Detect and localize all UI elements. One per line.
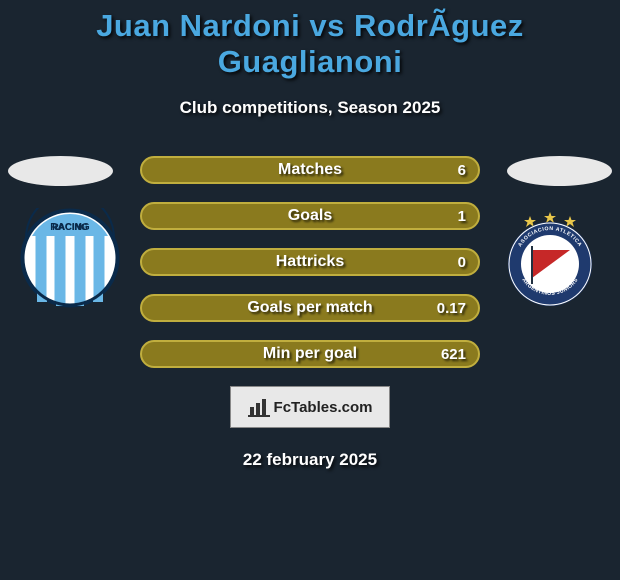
comparison-card: Juan Nardoni vs RodrÃ­guez Guaglianoni C…: [0, 0, 620, 580]
stat-row-matches: Matches 6: [140, 156, 480, 184]
brand-text: FcTables.com: [274, 399, 373, 416]
stat-value-player2: 0: [458, 254, 466, 271]
stat-label: Min per goal: [142, 345, 478, 363]
page-subtitle: Club competitions, Season 2025: [0, 98, 620, 118]
player2-club-badge: ASOCIACION ATLETICA ARGENTINOS JUNIORS: [500, 208, 600, 313]
player2-avatar-placeholder: [507, 156, 612, 186]
stat-value-player2: 621: [441, 346, 466, 363]
stat-value-player2: 0.17: [437, 300, 466, 317]
badge-text: RACING: [50, 222, 90, 233]
player1-avatar-placeholder: [8, 156, 113, 186]
stat-label: Matches: [142, 161, 478, 179]
stat-value-player2: 1: [458, 208, 466, 225]
stat-row-hattricks: Hattricks 0: [140, 248, 480, 276]
stat-row-goals: Goals 1: [140, 202, 480, 230]
date-text: 22 february 2025: [0, 450, 620, 470]
stat-label: Hattricks: [142, 253, 478, 271]
stats-area: RACING: [0, 156, 620, 470]
stat-label: Goals per match: [142, 299, 478, 317]
bar-chart-icon: [248, 397, 270, 417]
stat-label: Goals: [142, 207, 478, 225]
stat-value-player2: 6: [458, 162, 466, 179]
stat-row-min-per-goal: Min per goal 621: [140, 340, 480, 368]
brand-logo-box[interactable]: FcTables.com: [230, 386, 390, 428]
player1-club-badge: RACING: [20, 208, 120, 313]
stat-row-goals-per-match: Goals per match 0.17: [140, 294, 480, 322]
page-title: Juan Nardoni vs RodrÃ­guez Guaglianoni: [0, 0, 620, 80]
